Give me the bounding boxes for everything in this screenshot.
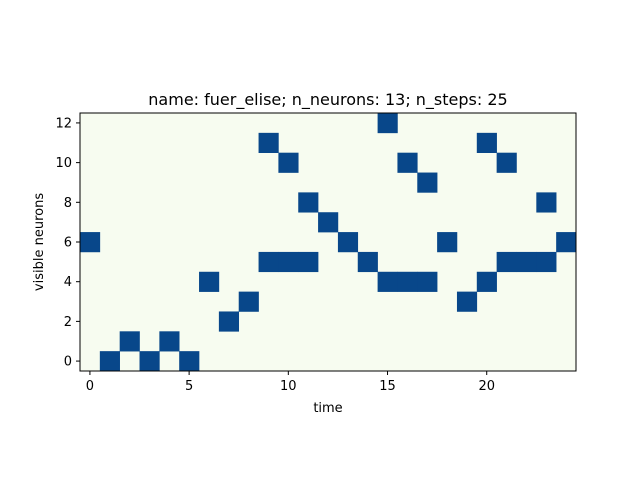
- active-cell: [536, 251, 557, 273]
- active-cell: [516, 251, 537, 273]
- y-axis-ticks: 0 2 4 6 8 10 12: [55, 116, 80, 370]
- active-cell: [377, 113, 398, 134]
- active-cell: [536, 192, 557, 213]
- active-cell: [318, 212, 339, 233]
- active-cell: [119, 331, 140, 352]
- active-cell: [199, 271, 220, 292]
- active-cell: [218, 311, 240, 332]
- active-cell: [476, 271, 497, 292]
- active-cell: [357, 251, 378, 273]
- active-cell: [456, 291, 478, 312]
- x-tick-label: 20: [478, 379, 495, 394]
- y-tick-label: 6: [64, 236, 72, 251]
- cell-layer: [80, 113, 577, 372]
- y-tick-label: 2: [64, 315, 72, 330]
- active-cell: [496, 152, 517, 173]
- y-tick-label: 4: [64, 275, 72, 290]
- x-axis-ticks: 0 5 10 15 20: [86, 371, 495, 394]
- active-cell: [80, 232, 101, 253]
- active-cell: [397, 271, 418, 292]
- active-cell: [556, 232, 577, 253]
- active-cell: [99, 351, 120, 372]
- y-tick-label: 0: [64, 355, 72, 370]
- y-tick-label: 10: [55, 156, 72, 171]
- active-cell: [139, 351, 160, 372]
- active-cell: [298, 251, 319, 273]
- active-cell: [278, 251, 299, 273]
- x-axis-label: time: [313, 401, 342, 416]
- active-cell: [397, 152, 418, 173]
- active-cell: [238, 291, 259, 312]
- active-cell: [417, 271, 438, 292]
- x-tick-label: 10: [280, 379, 297, 394]
- chart-title: name: fuer_elise; n_neurons: 13; n_steps…: [148, 90, 507, 110]
- y-tick-label: 12: [55, 116, 72, 131]
- active-cell: [337, 232, 359, 253]
- active-cell: [377, 271, 398, 292]
- active-cell: [278, 152, 299, 173]
- active-cell: [417, 172, 438, 193]
- active-cell: [159, 331, 180, 352]
- x-tick-label: 0: [86, 379, 94, 394]
- y-tick-label: 8: [64, 196, 72, 211]
- active-cell: [179, 351, 200, 372]
- x-tick-label: 15: [379, 379, 396, 394]
- active-cell: [258, 132, 279, 153]
- x-tick-label: 5: [185, 379, 193, 394]
- active-cell: [298, 192, 319, 213]
- y-axis-label: visible neurons: [32, 193, 47, 291]
- active-cell: [258, 251, 279, 273]
- active-cell: [437, 232, 458, 253]
- active-cell: [496, 251, 517, 273]
- active-cell: [476, 132, 497, 153]
- plot-background: [80, 113, 576, 371]
